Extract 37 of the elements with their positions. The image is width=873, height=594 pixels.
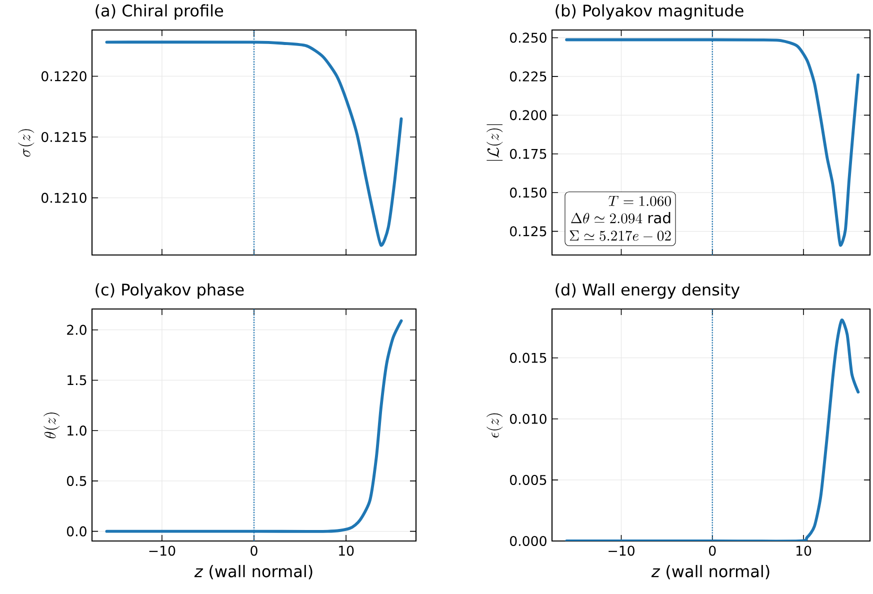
y-tick-label: 0.010 (510, 414, 546, 424)
x-axis-title: z (wall normal) (194, 564, 312, 580)
y-tick-label: 1.5 (68, 375, 86, 386)
x-axis-title: z (wall normal) (651, 564, 770, 580)
y-tick-label: 0.200 (510, 110, 546, 120)
y-tick-label: 1.0 (68, 426, 86, 436)
y-axis-title: $\epsilon(z)$ (486, 413, 503, 438)
chart-title: (c) Polyakov phase (96, 283, 244, 299)
y-axis-title: $\theta(z)$ (44, 412, 60, 438)
y-tick-label: 0.5 (66, 476, 86, 486)
y-tick-label: 0.0 (66, 526, 86, 536)
x-tick-label: −10 (608, 546, 634, 556)
y-tick-label: 0.005 (510, 474, 546, 485)
annotation: $T = 1.060$ (608, 196, 671, 206)
y-tick-label: 0.150 (510, 188, 546, 198)
x-tick-label: 0 (709, 546, 716, 556)
y-axis-title: $\sigma(z)$ (18, 129, 34, 157)
y-axis-title: $|\mathcal{L}(z)|$ (486, 124, 503, 161)
x-tick-label: 0 (250, 546, 258, 556)
x-tick-label: 10 (796, 546, 812, 556)
y-tick-label: 0.000 (510, 536, 546, 546)
chart-title: (b) Polyakov magnitude (556, 4, 744, 20)
y-tick-label: 0.1210 (42, 192, 86, 203)
x-tick-label: 10 (339, 546, 354, 556)
y-tick-label: 0.125 (510, 226, 546, 236)
x-tick-label: −10 (149, 546, 176, 556)
y-tick-label: 0.1215 (42, 132, 86, 142)
chart-title: (d) Wall energy density (556, 283, 740, 299)
y-tick-label: 0.1220 (42, 71, 86, 82)
y-tick-label: 0.175 (510, 148, 546, 159)
annotation: $\Delta\theta \simeq 2.094\ \mathrm{rad}$ (571, 212, 670, 224)
y-tick-label: 0.250 (510, 32, 546, 43)
y-tick-label: 0.015 (510, 352, 546, 363)
chart-title: (a) Chiral profile (96, 4, 224, 20)
y-tick-label: 2.0 (67, 324, 86, 335)
y-tick-label: 0.225 (510, 71, 546, 82)
annotation: $\Sigma \simeq 5.217e-02$ (570, 230, 671, 241)
